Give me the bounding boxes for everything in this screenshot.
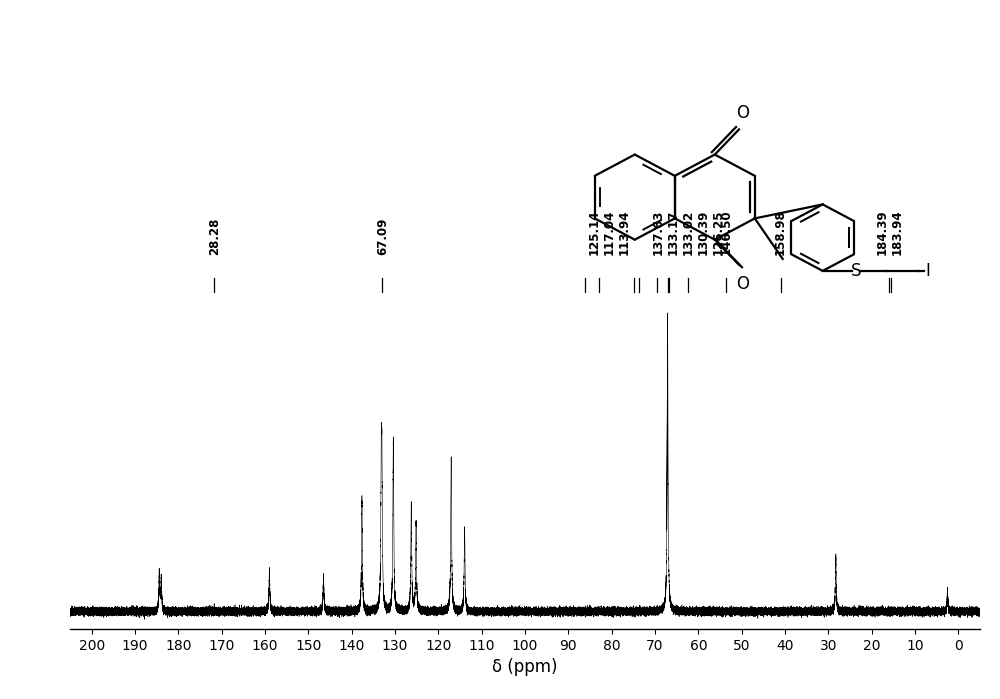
Text: 158.98: 158.98 xyxy=(774,210,787,255)
Text: S: S xyxy=(850,262,861,280)
Text: 137.63
133.17
133.02
130.39
126.25: 137.63 133.17 133.02 130.39 126.25 xyxy=(652,210,725,255)
Text: O: O xyxy=(736,104,749,122)
Text: I: I xyxy=(926,262,931,280)
Text: 28.28: 28.28 xyxy=(208,218,221,255)
Text: 125.14
117.04
113.94: 125.14 117.04 113.94 xyxy=(588,210,631,255)
Text: 184.39
183.94: 184.39 183.94 xyxy=(876,210,904,255)
Text: 146.50: 146.50 xyxy=(720,210,733,255)
X-axis label: δ (ppm): δ (ppm) xyxy=(492,658,558,677)
Text: 67.09: 67.09 xyxy=(376,218,389,255)
Text: O: O xyxy=(736,275,749,293)
